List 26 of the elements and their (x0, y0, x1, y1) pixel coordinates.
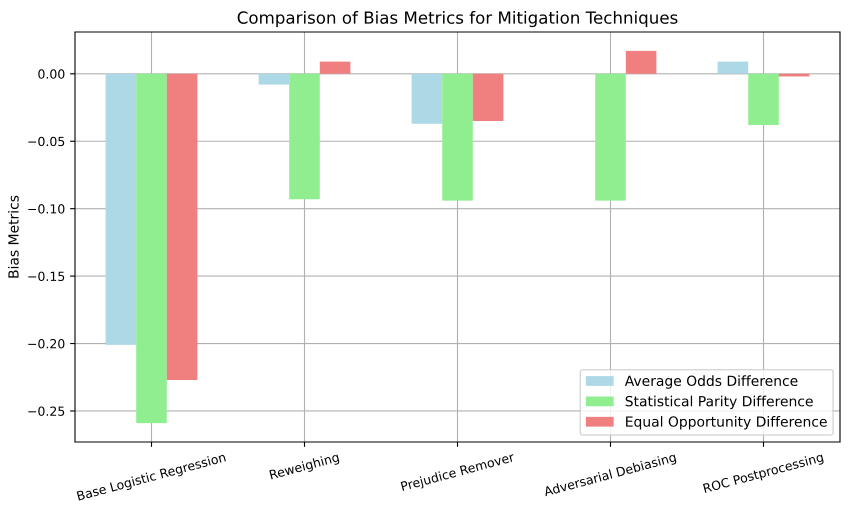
legend-label: Equal Opportunity Difference (626, 416, 827, 430)
y-tick-label: 0.00 (38, 69, 64, 79)
y-tick-label: −0.15 (28, 272, 64, 282)
bar (166, 74, 198, 380)
y-tick-label: −0.05 (28, 136, 64, 146)
bar (412, 74, 442, 124)
y-axis-title: Bias Metrics (8, 196, 19, 278)
bar (442, 74, 473, 201)
bar (136, 74, 167, 424)
legend-label: Statistical Parity Difference (626, 396, 813, 410)
bar (748, 74, 779, 126)
bar (320, 62, 350, 74)
bar (472, 74, 504, 122)
bar (595, 74, 626, 201)
bar (289, 74, 320, 200)
bar (626, 50, 656, 74)
bar (778, 74, 810, 77)
bar (106, 74, 136, 345)
x-tick-label: Prejudice Remover (400, 452, 516, 494)
y-tick-label: −0.10 (28, 204, 64, 214)
bar (718, 62, 748, 74)
bar (258, 74, 290, 85)
legend-label: Average Odds Difference (624, 375, 798, 389)
chart-title: Comparison of Bias Metrics for Mitigation Techniques (238, 11, 678, 28)
y-tick-label: −0.20 (28, 339, 64, 348)
y-tick-label: −0.25 (28, 406, 64, 416)
